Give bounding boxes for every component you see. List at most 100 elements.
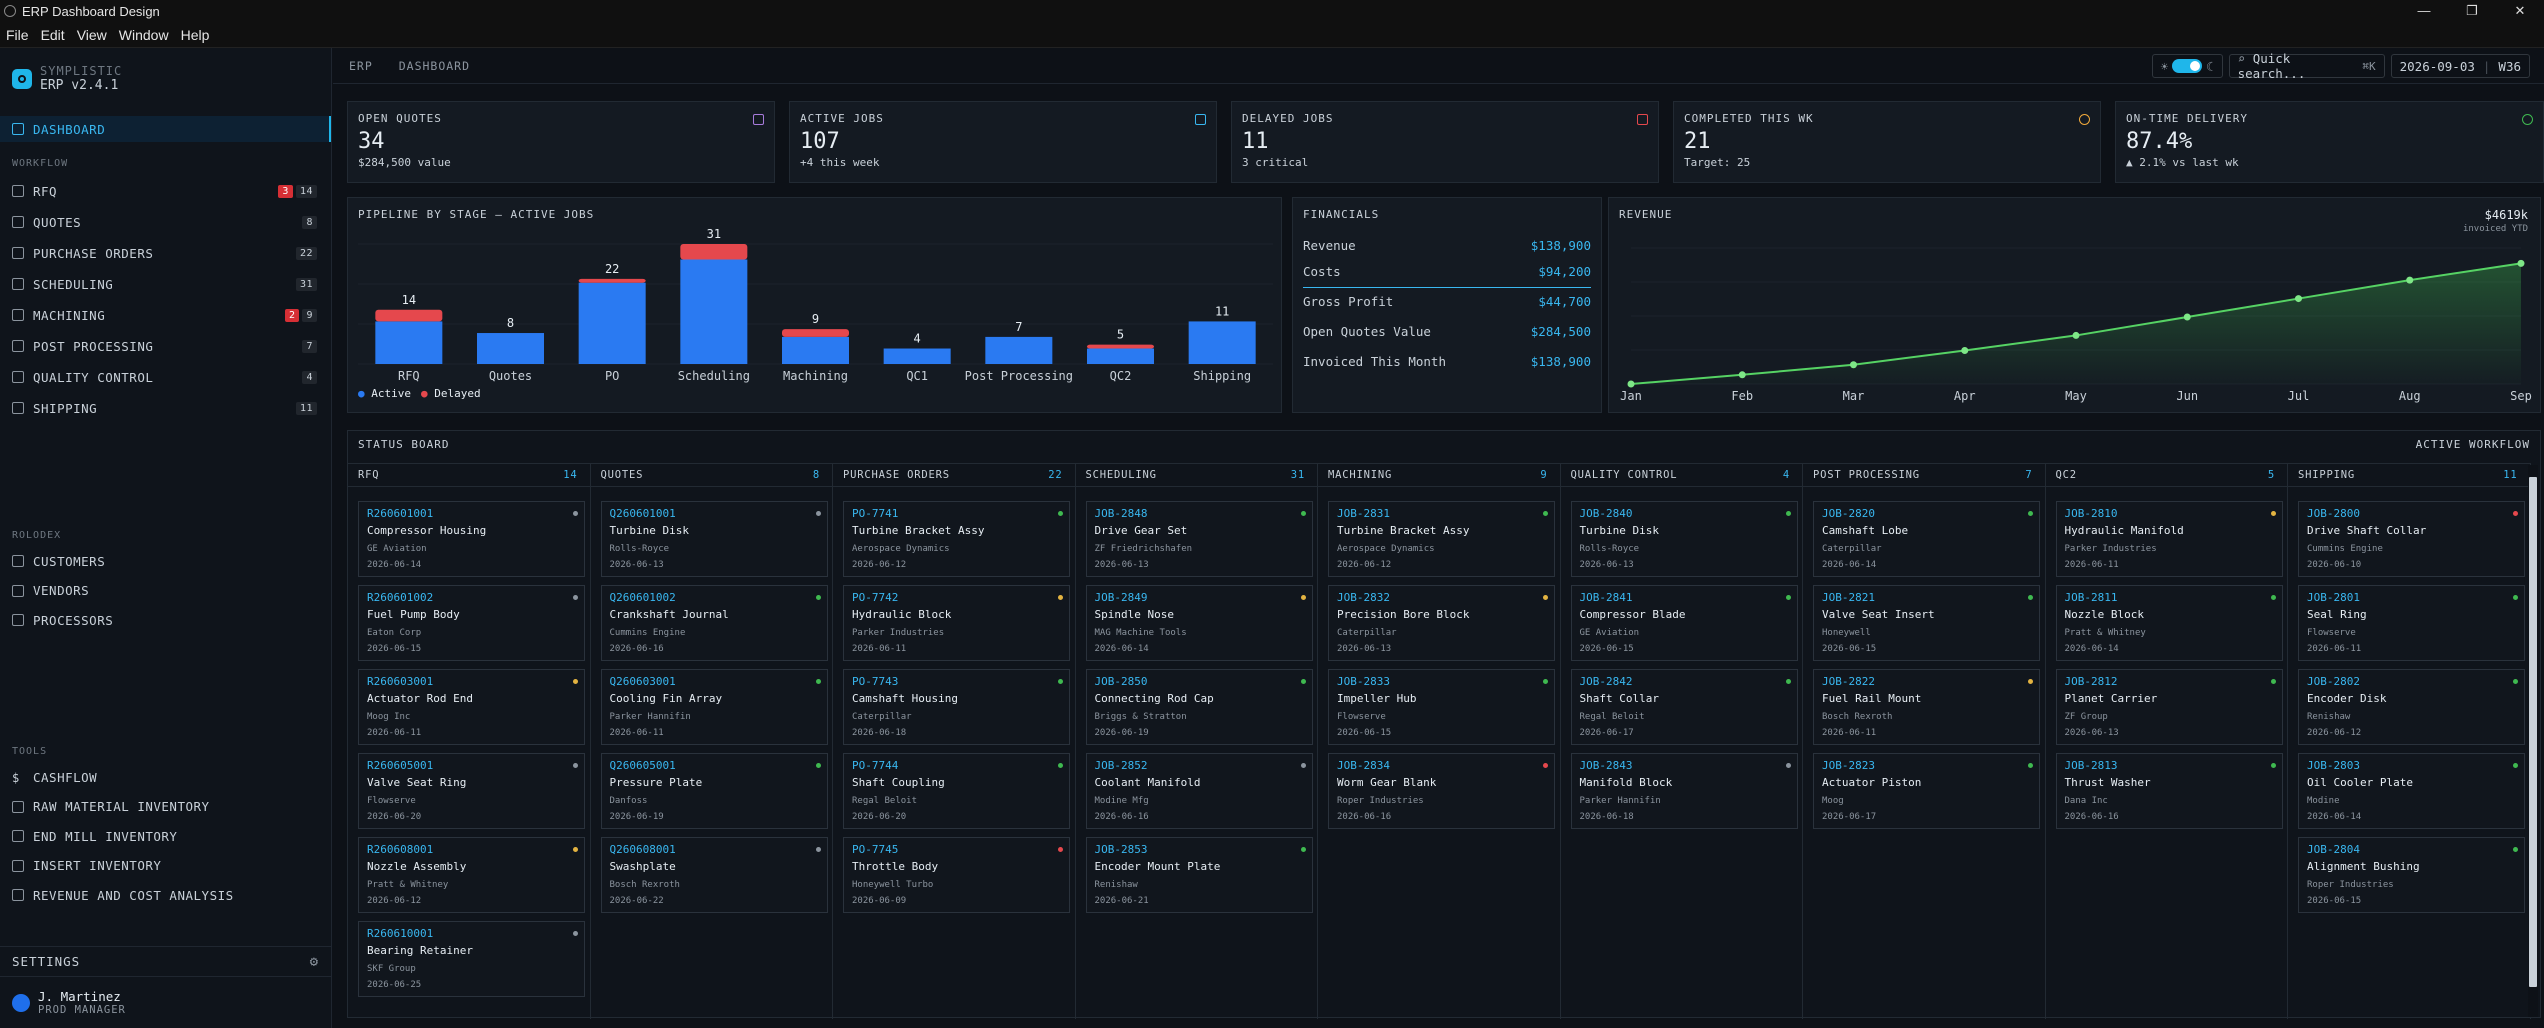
sidebar-item-shipping[interactable]: SHIPPING 11 (0, 395, 331, 421)
card-id[interactable]: R260605001 (367, 759, 434, 772)
job-card[interactable]: JOB-2804 Alignment Bushing Roper Industrie… (2298, 837, 2525, 913)
close-button[interactable]: ✕ (2514, 3, 2526, 18)
card-id[interactable]: JOB-2840 (1579, 507, 1633, 520)
card-id[interactable]: JOB-2849 (1094, 591, 1148, 604)
job-card[interactable]: PO-7744 Shaft Coupling Regal Beloit 2026-06… (843, 753, 1070, 829)
card-id[interactable]: JOB-2804 (2307, 843, 2360, 856)
card-id[interactable]: JOB-2853 (1094, 843, 1148, 856)
card-id[interactable]: PO-7742 (852, 591, 899, 604)
card-id[interactable]: JOB-2848 (1094, 507, 1148, 520)
job-card[interactable]: JOB-2831 Turbine Bracket Assy Aerospace Dy… (1328, 501, 1555, 577)
job-card[interactable]: R260608001 Nozzle Assembly Pratt & Whitney… (358, 837, 585, 913)
job-card[interactable]: R260603001 Actuator Rod End Moog Inc 2026-0… (358, 669, 585, 745)
sidebar-item-dashboard[interactable]: DASHBOARD (0, 116, 331, 142)
job-card[interactable]: Q260601002 Crankshaft Journal Cummins Engi… (600, 585, 828, 661)
job-card[interactable]: JOB-2823 Actuator Piston Moog 2026-06-17 (1813, 753, 2040, 829)
sidebar-item-post-processing[interactable]: POST PROCESSING 7 (0, 333, 331, 359)
card-id[interactable]: JOB-2831 (1337, 507, 1390, 520)
card-id[interactable]: JOB-2852 (1094, 759, 1148, 772)
job-card[interactable]: JOB-2843 Manifold Block Parker Hannifin 202… (1570, 753, 1798, 829)
job-card[interactable]: PO-7745 Throttle Body Honeywell Turbo 2026-… (843, 837, 1070, 913)
job-card[interactable]: PO-7743 Camshaft Housing Caterpillar 2026-0… (843, 669, 1070, 745)
card-id[interactable]: JOB-2833 (1337, 675, 1390, 688)
sidebar-item-processors[interactable]: PROCESSORS (0, 607, 331, 633)
menu-window[interactable]: Window (118, 26, 169, 43)
job-card[interactable]: PO-7741 Turbine Bracket Assy Aerospace Dyn… (843, 501, 1070, 577)
job-card[interactable]: JOB-2834 Worm Gear Blank Roper Industries 2… (1328, 753, 1555, 829)
sidebar-item-purchase-orders[interactable]: PURCHASE ORDERS 22 (0, 240, 331, 266)
job-card[interactable]: R260610001 Bearing Retainer SKF Group 2026-… (358, 921, 585, 997)
sidebar-item-rfq[interactable]: RFQ 3 14 (0, 178, 331, 204)
job-card[interactable]: JOB-2842 Shaft Collar Regal Beloit 2026-06-… (1570, 669, 1798, 745)
job-card[interactable]: JOB-2803 Oil Cooler Plate Modine 2026-06-14 (2298, 753, 2525, 829)
job-card[interactable]: JOB-2852 Coolant Manifold Modine Mfg 2026-0… (1085, 753, 1313, 829)
card-id[interactable]: JOB-2810 (2064, 507, 2118, 520)
menu-file[interactable]: File (6, 26, 29, 43)
job-card[interactable]: JOB-2840 Turbine Disk Rolls-Royce 2026-06-1… (1570, 501, 1798, 577)
job-card[interactable]: JOB-2848 Drive Gear Set ZF Friedrichshafen… (1085, 501, 1313, 577)
card-id[interactable]: JOB-2813 (2064, 759, 2118, 772)
card-id[interactable]: JOB-2820 (1822, 507, 1875, 520)
card-id[interactable]: PO-7744 (852, 759, 899, 772)
card-id[interactable]: PO-7741 (852, 507, 899, 520)
sidebar-item-cashflow[interactable]: $ CASHFLOW (0, 764, 331, 790)
card-id[interactable]: PO-7743 (852, 675, 899, 688)
job-card[interactable]: JOB-2800 Drive Shaft Collar Cummins Engine… (2298, 501, 2525, 577)
job-card[interactable]: Q260608001 Swashplate Bosch Rexroth 2026-06… (600, 837, 828, 913)
sidebar-item-end-mill-inventory[interactable]: END MILL INVENTORY (0, 823, 331, 849)
card-id[interactable]: JOB-2803 (2307, 759, 2360, 772)
job-card[interactable]: JOB-2850 Connecting Rod Cap Briggs & Strat… (1085, 669, 1313, 745)
card-id[interactable]: Q260601001 (609, 507, 676, 520)
sidebar-item-raw-material-inventory[interactable]: RAW MATERIAL INVENTORY (0, 794, 331, 820)
job-card[interactable]: Q260605001 Pressure Plate Danfoss 2026-06-1… (600, 753, 828, 829)
job-card[interactable]: JOB-2812 Planet Carrier ZF Group 2026-06-13 (2055, 669, 2283, 745)
card-id[interactable]: JOB-2812 (2064, 675, 2118, 688)
job-card[interactable]: JOB-2811 Nozzle Block Pratt & Whitney 2026-… (2055, 585, 2283, 661)
card-id[interactable]: JOB-2811 (2064, 591, 2118, 604)
menu-help[interactable]: Help (180, 26, 210, 43)
job-card[interactable]: R260601002 Fuel Pump Body Eaton Corp 2026-0… (358, 585, 585, 661)
card-id[interactable]: R260608001 (367, 843, 434, 856)
card-id[interactable]: JOB-2821 (1822, 591, 1875, 604)
user-profile[interactable]: J. Martinez PROD MANAGER (0, 976, 331, 1028)
settings-button[interactable]: SETTINGS ⚙ (0, 946, 331, 976)
search-input[interactable]: ⌕ Quick search... ⌘K (2228, 51, 2385, 81)
card-id[interactable]: R260601001 (367, 507, 434, 520)
job-card[interactable]: JOB-2853 Encoder Mount Plate Renishaw 2026-… (1085, 837, 1313, 913)
job-card[interactable]: JOB-2802 Encoder Disk Renishaw 2026-06-12 (2298, 669, 2525, 745)
card-id[interactable]: Q260603001 (609, 675, 676, 688)
card-id[interactable]: JOB-2822 (1822, 675, 1875, 688)
job-card[interactable]: PO-7742 Hydraulic Block Parker Industries 2… (843, 585, 1070, 661)
card-id[interactable]: R260603001 (367, 675, 434, 688)
job-card[interactable]: R260601001 Compressor Housing GE Aviation 2… (358, 501, 585, 577)
breadcrumb-erp[interactable]: ERP (349, 58, 373, 73)
menu-view[interactable]: View (76, 26, 107, 43)
job-card[interactable]: JOB-2833 Impeller Hub Flowserve 2026-06-15 (1328, 669, 1555, 745)
sidebar-item-scheduling[interactable]: SCHEDULING 31 (0, 271, 331, 297)
job-card[interactable]: JOB-2822 Fuel Rail Mount Bosch Rexroth 2026… (1813, 669, 2040, 745)
card-id[interactable]: JOB-2841 (1579, 591, 1633, 604)
card-id[interactable]: Q260601002 (609, 591, 676, 604)
job-card[interactable]: JOB-2810 Hydraulic Manifold Parker Industr… (2055, 501, 2283, 577)
sidebar-item-machining[interactable]: MACHINING 2 9 (0, 302, 331, 328)
job-card[interactable]: JOB-2849 Spindle Nose MAG Machine Tools 202… (1085, 585, 1313, 661)
menu-edit[interactable]: Edit (40, 26, 65, 43)
job-card[interactable]: Q260601001 Turbine Disk Rolls-Royce 2026-06… (600, 501, 828, 577)
card-id[interactable]: R260610001 (367, 927, 434, 940)
scroll-thumb[interactable] (2529, 477, 2537, 987)
card-id[interactable]: JOB-2842 (1579, 675, 1633, 688)
card-id[interactable]: R260601002 (367, 591, 434, 604)
job-card[interactable]: JOB-2841 Compressor Blade GE Aviation 2026-… (1570, 585, 1798, 661)
card-id[interactable]: JOB-2823 (1822, 759, 1875, 772)
job-card[interactable]: JOB-2820 Camshaft Lobe Caterpillar 2026-06-… (1813, 501, 2040, 577)
active-workflow-button[interactable]: ACTIVE WORKFLOW (2415, 437, 2530, 451)
sidebar-item-quality-control[interactable]: QUALITY CONTROL 4 (0, 364, 331, 390)
sidebar-item-vendors[interactable]: VENDORS (0, 578, 331, 604)
sidebar-item-insert-inventory[interactable]: INSERT INVENTORY (0, 853, 331, 879)
sidebar-item-revenue-and-cost-analysis[interactable]: REVENUE AND COST ANALYSIS (0, 882, 331, 908)
card-id[interactable]: JOB-2801 (2307, 591, 2360, 604)
card-id[interactable]: JOB-2800 (2307, 507, 2360, 520)
maximize-button[interactable]: ❐ (2466, 3, 2478, 18)
card-id[interactable]: JOB-2832 (1337, 591, 1390, 604)
card-id[interactable]: PO-7745 (852, 843, 899, 856)
